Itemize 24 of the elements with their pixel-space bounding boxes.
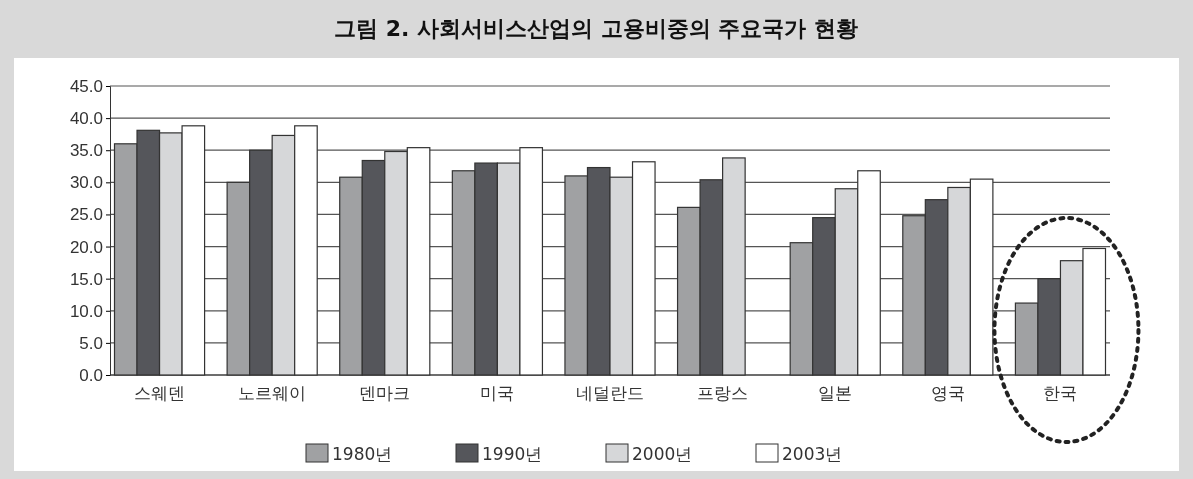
y-tick-label: 15.0	[69, 269, 103, 289]
legend-label: 2000년	[632, 444, 693, 464]
chart-title: 그림 2. 사회서비스산업의 고용비중의 주요국가 현황	[334, 16, 858, 41]
x-tick-label: 일본	[818, 384, 853, 404]
y-tick-label: 45.0	[69, 76, 103, 96]
x-tick-label: 노르웨이	[238, 384, 307, 404]
x-tick-label: 스웨덴	[134, 384, 186, 404]
legend-label: 1990년	[482, 444, 543, 464]
legend-label: 1980년	[332, 444, 393, 464]
x-tick-label: 미국	[480, 384, 515, 404]
y-tick-label: 20.0	[69, 237, 103, 257]
y-tick-label: 25.0	[69, 205, 103, 225]
y-tick-label: 10.0	[69, 301, 103, 321]
y-tick-label: 0.0	[79, 365, 103, 385]
y-tick-label: 5.0	[79, 333, 103, 353]
y-tick-label: 30.0	[69, 173, 103, 193]
x-tick-label: 한국	[1043, 384, 1078, 404]
y-tick-label: 35.0	[69, 141, 103, 161]
x-tick-label: 네덜란드	[576, 384, 644, 404]
legend-label: 2003년	[782, 444, 843, 464]
x-tick-label: 덴마크	[359, 384, 411, 404]
y-tick-label: 40.0	[69, 109, 103, 129]
x-tick-label: 영국	[930, 384, 965, 404]
x-tick-label: 프랑스	[697, 384, 749, 404]
